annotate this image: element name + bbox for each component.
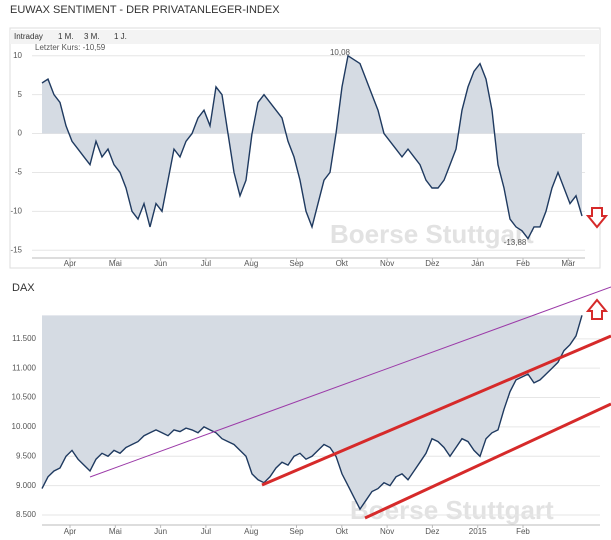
- trend-line: [261, 334, 611, 487]
- x-tick-label: Jun: [154, 527, 167, 536]
- chart-title: EUWAX SENTIMENT - DER PRIVATANLEGER-INDE…: [10, 4, 280, 16]
- watermark: Boerse Stuttgart: [330, 219, 534, 249]
- trend-line: [364, 402, 611, 520]
- x-tick-label: Dez: [425, 259, 439, 268]
- y-tick-label: 10.500: [12, 393, 37, 402]
- y-tick-label: 10: [13, 51, 22, 60]
- x-tick-label: Apr: [64, 527, 77, 536]
- line: [41, 54, 583, 240]
- y-tick-label: 0: [18, 129, 23, 138]
- x-tick-label: Feb: [516, 259, 530, 268]
- x-tick-label: Jul: [201, 259, 211, 268]
- x-tick-label: Nov: [380, 259, 394, 268]
- y-tick-label: 5: [18, 90, 23, 99]
- tab[interactable]: Intraday: [14, 32, 43, 41]
- x-tick-label: Sep: [289, 259, 304, 268]
- area: [42, 315, 582, 510]
- x-tick-label: Okt: [336, 527, 349, 536]
- down-arrow: [585, 207, 609, 229]
- y-tick-label: -10: [10, 206, 22, 215]
- trend-line: [89, 286, 611, 478]
- y-tick-label: -5: [15, 168, 23, 177]
- annotation: 10,08: [330, 48, 351, 57]
- y-tick-label: 9.000: [16, 481, 37, 490]
- x-tick-label: 2015: [469, 527, 487, 536]
- tab-bar: [10, 30, 600, 44]
- y-tick-label: 11.000: [12, 363, 36, 372]
- x-tick-label: Dez: [425, 527, 439, 536]
- x-tick-label: Jan: [471, 259, 484, 268]
- top-panel: [9, 27, 601, 269]
- y-tick-label: 10.000: [12, 422, 37, 431]
- x-tick-label: Apr: [64, 259, 77, 268]
- x-tick-label: Mär: [561, 259, 575, 268]
- annotation: Letzter Kurs: -10,59: [35, 43, 106, 52]
- x-tick-label: Mai: [109, 259, 122, 268]
- x-tick-label: Aug: [244, 259, 258, 268]
- line: [41, 315, 583, 511]
- annotation: -13,88: [504, 238, 527, 247]
- tab[interactable]: 1 J.: [114, 32, 127, 41]
- y-tick-label: 11.500: [12, 334, 36, 343]
- x-tick-label: Mai: [109, 527, 122, 536]
- x-tick-label: Jul: [201, 527, 211, 536]
- y-tick-label: -15: [10, 245, 22, 254]
- x-tick-label: Sep: [289, 527, 304, 536]
- x-tick-label: Feb: [516, 527, 530, 536]
- y-tick-label: 8.500: [16, 510, 37, 519]
- chart-title: DAX: [12, 282, 35, 294]
- x-tick-label: Okt: [336, 259, 349, 268]
- x-tick-label: Jun: [154, 259, 167, 268]
- y-tick-label: 9.500: [16, 451, 37, 460]
- x-tick-label: Nov: [380, 527, 394, 536]
- up-arrow: [585, 298, 609, 320]
- area: [42, 55, 582, 239]
- tab[interactable]: 1 M.: [58, 32, 74, 41]
- x-tick-label: Aug: [244, 527, 258, 536]
- tab[interactable]: 3 M.: [84, 32, 100, 41]
